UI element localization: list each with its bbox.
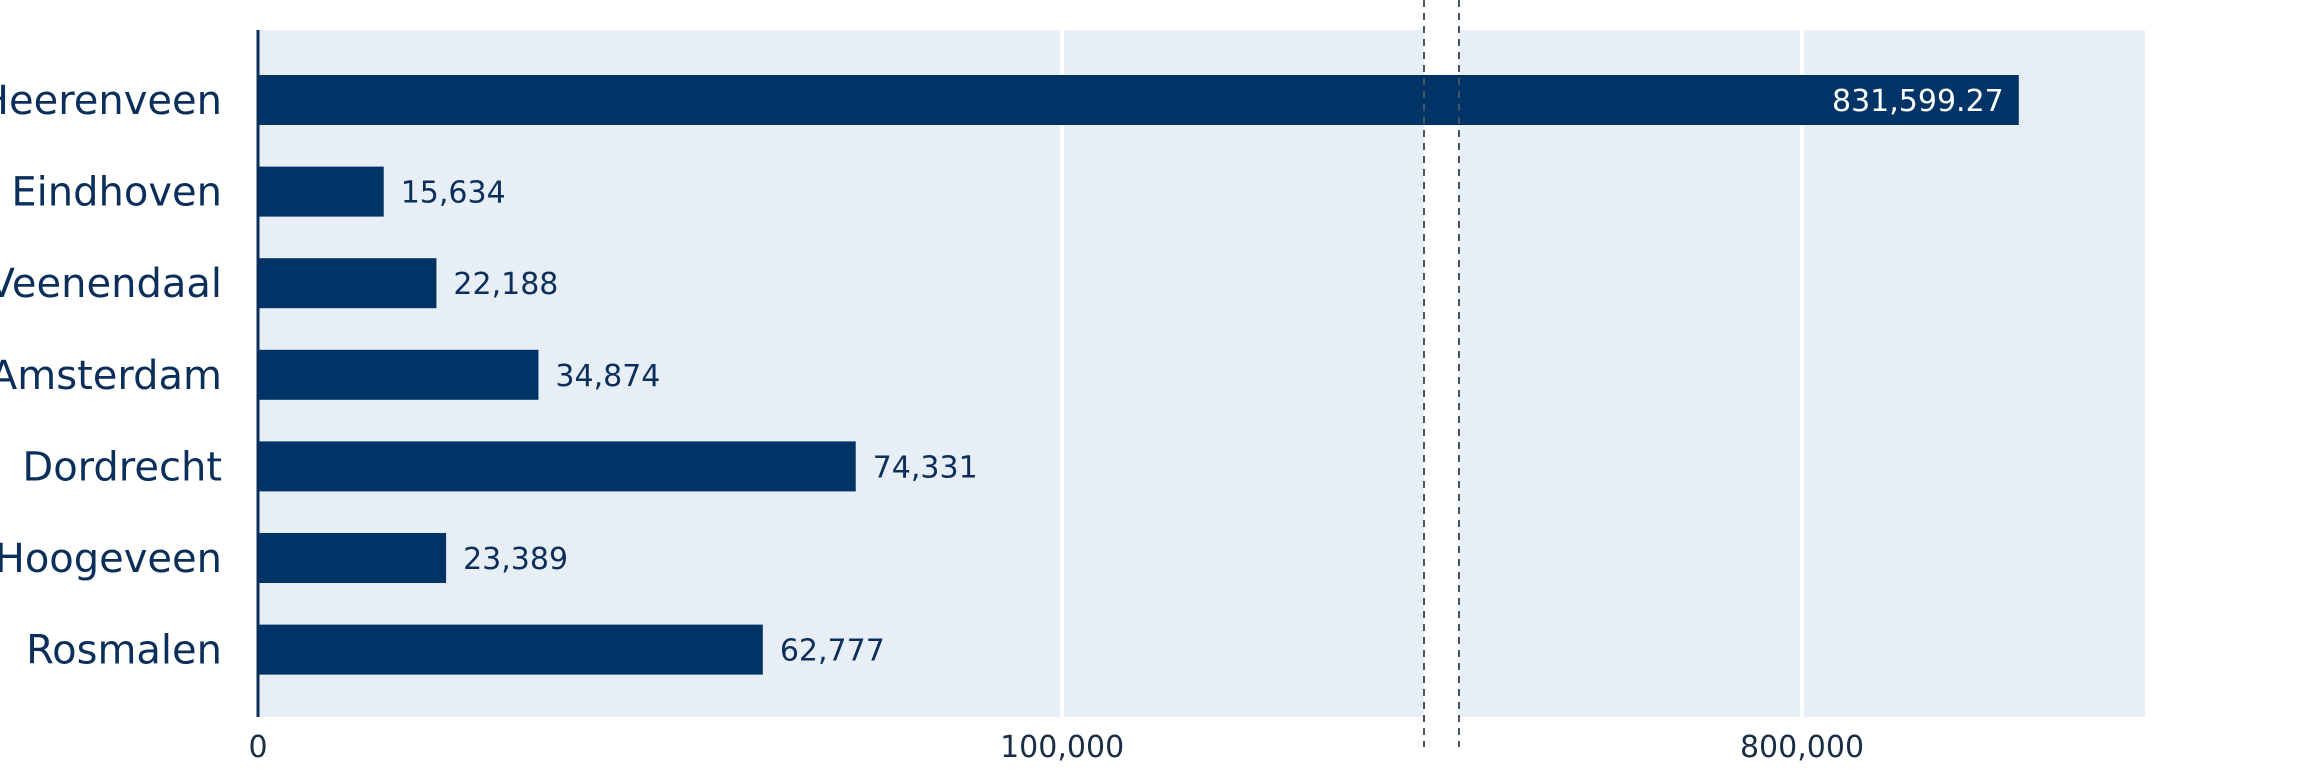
bar [258, 75, 2019, 125]
bar [258, 166, 384, 217]
x-tick-label: 800,000 [1740, 730, 1864, 765]
category-label: Rosmalen [26, 628, 222, 674]
data-label: 831,599.27 [1832, 84, 2004, 119]
category-label: Hoogeveen [0, 536, 222, 582]
data-label: 74,331 [873, 450, 978, 485]
plot-background [258, 30, 2145, 717]
bar [258, 533, 447, 583]
category-label: Dordrecht [22, 444, 222, 490]
data-label: 34,874 [555, 359, 660, 394]
category-label: Eindhoven [11, 170, 222, 216]
category-label: Heerenveen [0, 78, 222, 124]
bar [258, 624, 763, 675]
bar [258, 258, 437, 309]
x-tick-label: 100,000 [1000, 730, 1124, 765]
bar [258, 441, 856, 492]
data-label: 62,777 [780, 634, 885, 669]
data-label: 15,634 [401, 176, 506, 211]
category-label: Veenendaal [0, 261, 222, 307]
x-tick-label: 0 [248, 730, 267, 765]
category-label: Amsterdam [0, 353, 222, 399]
data-label: 22,188 [453, 267, 558, 302]
data-label: 23,389 [463, 542, 568, 577]
bar [258, 349, 539, 400]
